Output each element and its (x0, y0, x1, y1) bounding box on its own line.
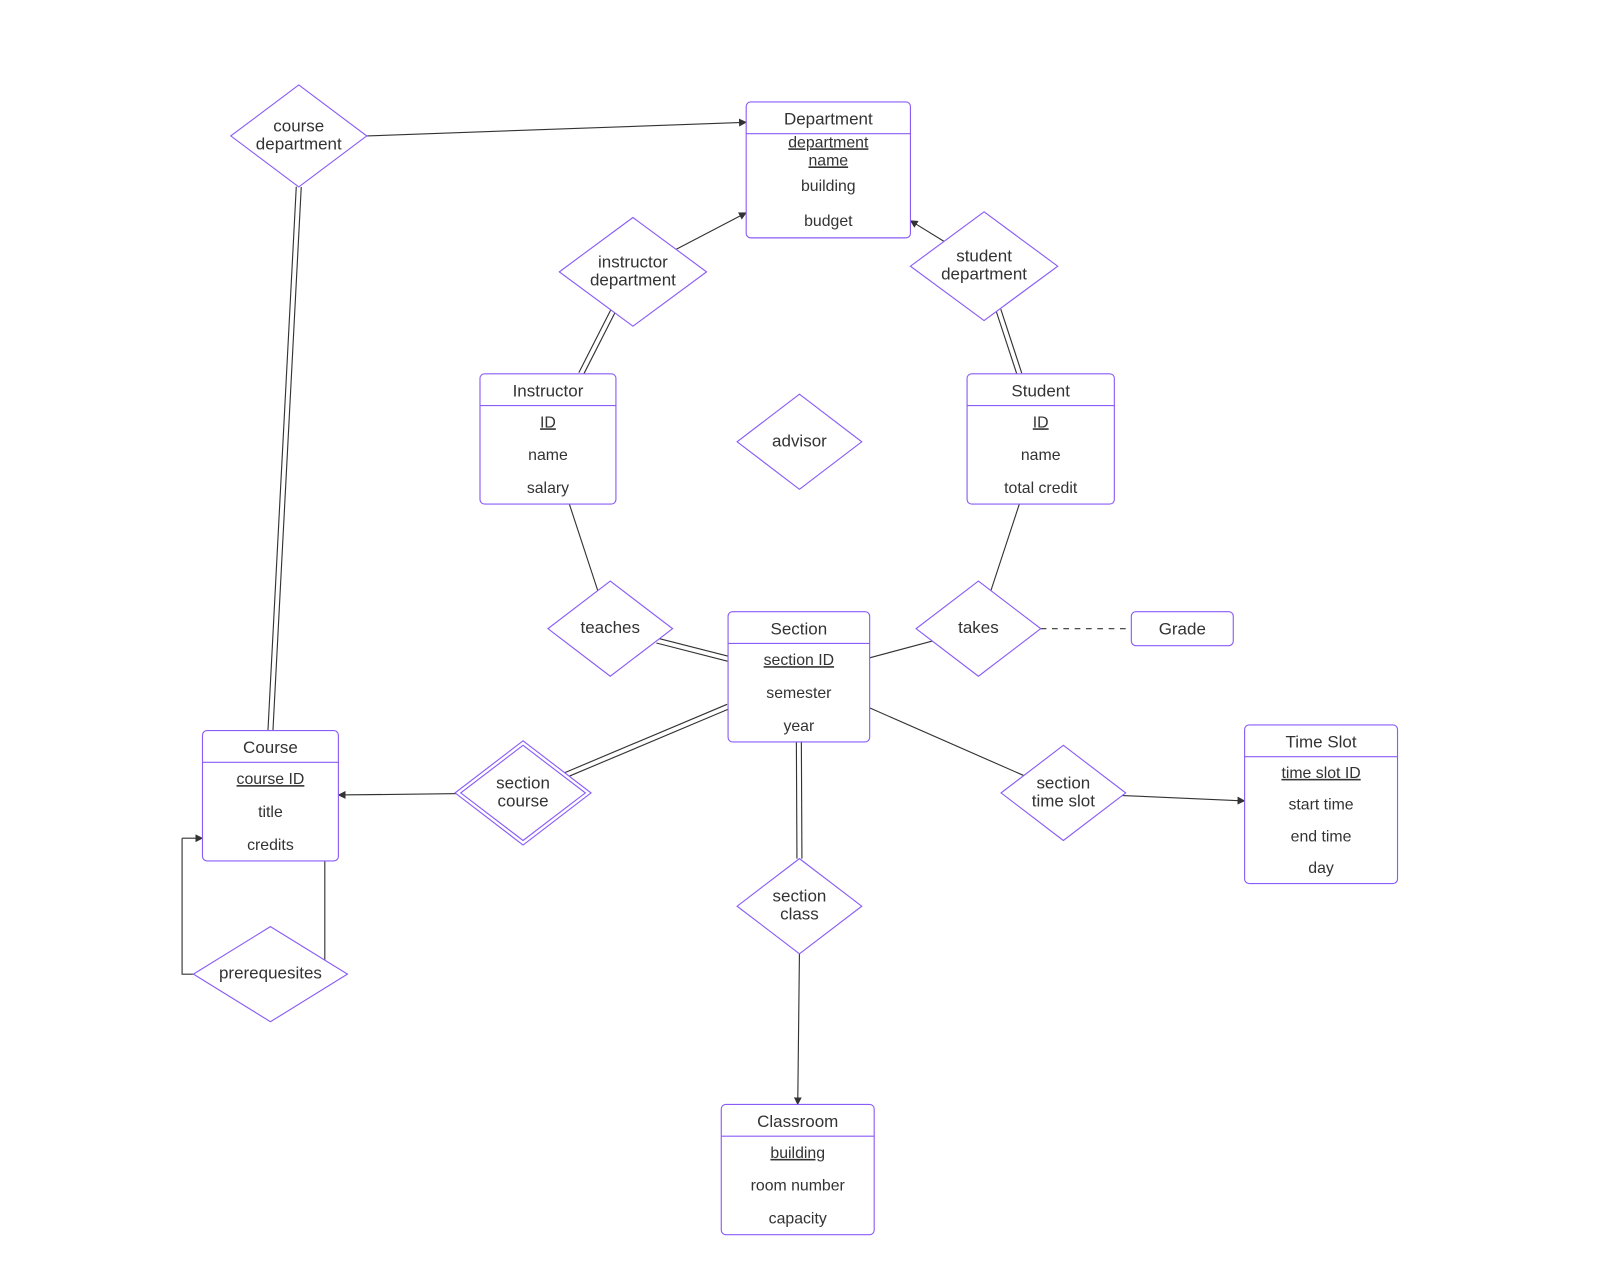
entity-title: Department (784, 110, 873, 129)
entity-attr: day (1308, 860, 1334, 877)
entity-title: Section (771, 619, 828, 638)
entity-title: Time Slot (1286, 733, 1357, 752)
entity-attr: budget (804, 213, 853, 230)
relationship-label: section (773, 887, 827, 906)
entity-attr: credits (247, 837, 294, 854)
entity-attr: name (808, 152, 848, 169)
relationship-student_department: studentdepartment (910, 212, 1057, 321)
entity-attr: capacity (769, 1211, 827, 1228)
entity-attr: ID (540, 414, 556, 431)
entity-attr: time slot ID (1281, 765, 1360, 782)
entity-timeslot: Time Slot time slot ID start time end time d… (1245, 725, 1398, 884)
entity-attr: building (801, 178, 856, 195)
entity-attr: salary (527, 480, 569, 497)
entity-attr: department (788, 134, 869, 151)
er-diagram: DepartmentdepartmentnamebuildingbudgetIn… (0, 0, 1600, 1280)
entity-attr: room number (751, 1178, 846, 1195)
entity-course: Course course ID title credits (202, 731, 338, 861)
entity-title: Classroom (757, 1112, 838, 1131)
relationship-label: takes (958, 618, 999, 637)
entity-attr: semester (766, 685, 832, 702)
entity-student: Student ID name total credit (967, 374, 1114, 504)
entity-instructor: Instructor ID name salary (480, 374, 616, 504)
relationship-instructor_department: instructordepartment (559, 217, 706, 326)
relationship-label: department (590, 270, 676, 289)
entity-attr: name (528, 447, 568, 464)
entity-section: Section section ID semester year (728, 612, 870, 742)
entity-attr: course ID (237, 771, 305, 788)
relationship-label: department (941, 265, 1027, 284)
relationship-label: advisor (772, 431, 827, 450)
entity-attr: total credit (1004, 480, 1078, 497)
entity-attr: section ID (764, 652, 834, 669)
entity-attr: building (770, 1145, 825, 1162)
entity-attr: name (1021, 447, 1061, 464)
relationship-label: course (273, 116, 324, 135)
relationship-course_department: coursedepartment (231, 85, 367, 187)
relationship-label: section (496, 773, 550, 792)
relationship-label: section (1036, 773, 1090, 792)
relationship-takes: takes (916, 581, 1041, 676)
entity-classroom: Classroom building room number capacity (721, 1104, 874, 1234)
relationship-section_timeslot: sectiontime slot (1001, 745, 1126, 840)
entity-attr: year (783, 718, 815, 735)
relationship-teaches: teaches (548, 581, 673, 676)
entity-attr: end time (1291, 828, 1352, 845)
relationship-label: prerequesites (219, 964, 322, 983)
entity-department: Department departmentname building budget (746, 102, 910, 238)
relationship-section_class: sectionclass (737, 859, 862, 954)
entity-title: Instructor (513, 381, 584, 400)
relationship-label: course (498, 791, 549, 810)
relationship-label: time slot (1032, 791, 1096, 810)
relationship-label: instructor (598, 252, 668, 271)
entity-title: Course (243, 738, 298, 757)
entity-title: Student (1011, 381, 1070, 400)
entity-attr: start time (1288, 797, 1353, 814)
relationship-advisor: advisor (737, 394, 862, 489)
relationship-label: teaches (581, 618, 641, 637)
attrbox-grade: Grade (1131, 612, 1233, 646)
relationship-label: department (256, 134, 342, 153)
relationship-label: student (956, 247, 1012, 266)
attrbox-label: Grade (1159, 619, 1206, 638)
entity-attr: title (258, 804, 283, 821)
relationship-label: class (780, 905, 819, 924)
entity-attr: ID (1033, 414, 1049, 431)
relationship-section_course: sectioncourse (455, 741, 591, 845)
